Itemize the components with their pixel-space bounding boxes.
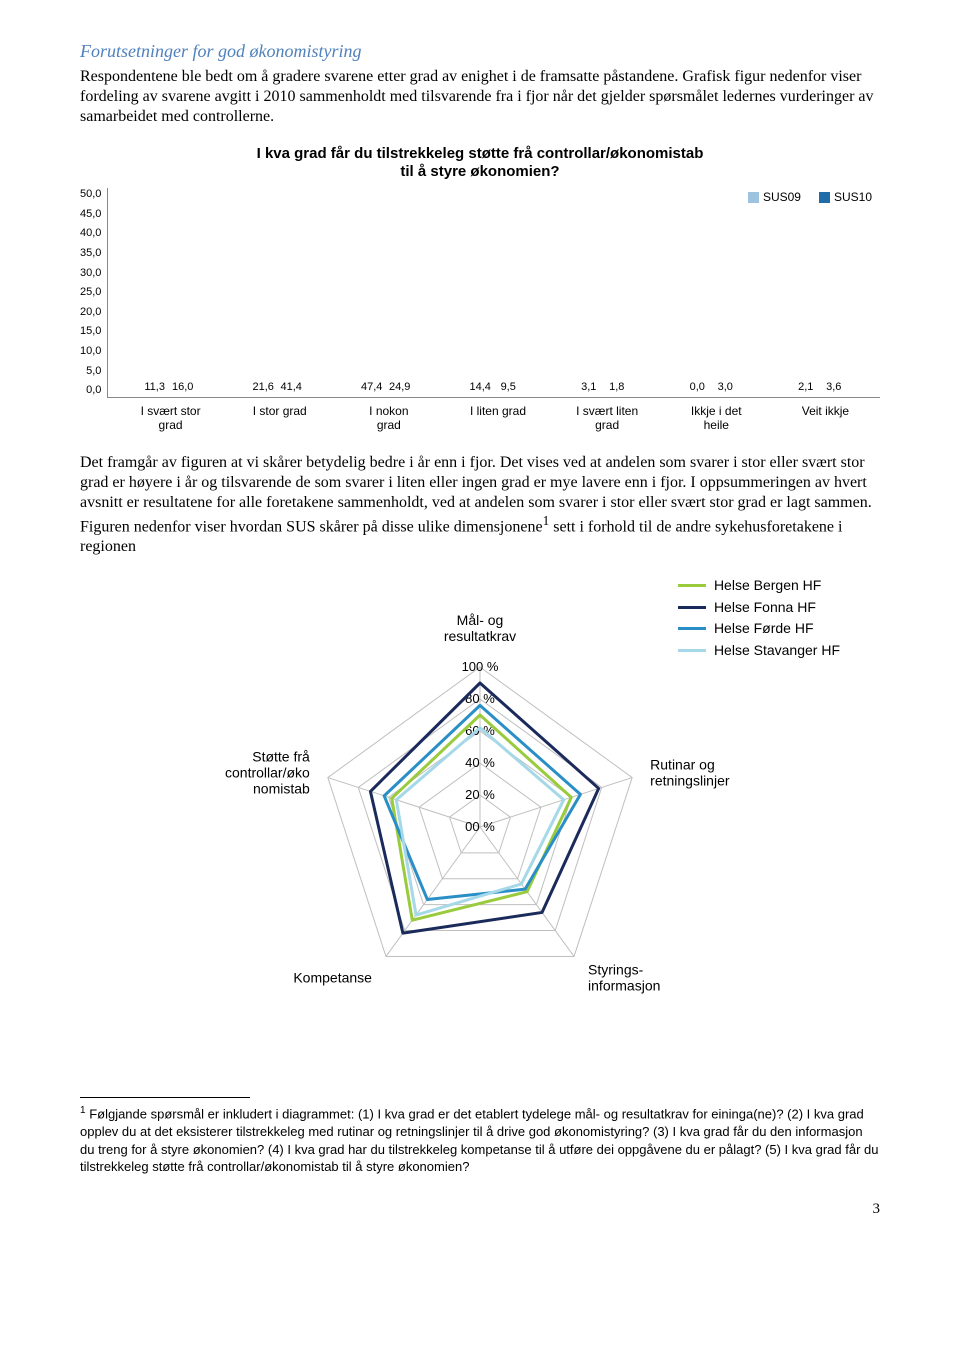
bar-chart: I kva grad får du tilstrekkeleg støtte f… bbox=[80, 145, 880, 433]
radar-legend-label: Helse Stavanger HF bbox=[714, 642, 840, 660]
y-tick: 40,0 bbox=[80, 227, 101, 241]
footnote: 1 Følgjande spørsmål er inkludert i diag… bbox=[80, 1104, 880, 1176]
y-tick: 50,0 bbox=[80, 188, 101, 202]
legend-label: SUS10 bbox=[834, 190, 872, 205]
footnote-number: 1 bbox=[80, 1105, 86, 1116]
bar-chart-title: I kva grad får du tilstrekkeleg støtte f… bbox=[80, 145, 880, 183]
bar-value-label: 9,5 bbox=[495, 381, 521, 395]
bar-legend: SUS09 SUS10 bbox=[748, 190, 872, 205]
radar-legend-label: Helse Fonna HF bbox=[714, 599, 816, 617]
radar-axis-label: Kompetanse bbox=[293, 970, 372, 986]
bar-value-label: 16,0 bbox=[170, 381, 196, 395]
radar-axis-label: Mål- ogresultatkrav bbox=[444, 612, 516, 644]
radar-axis-label: Rutinar ogretningslinjer bbox=[650, 757, 730, 789]
bar-value-label: 2,1 bbox=[793, 381, 819, 395]
y-tick: 15,0 bbox=[80, 325, 101, 339]
legend-item: SUS10 bbox=[819, 190, 872, 205]
radar-tick-label: 00 % bbox=[465, 819, 495, 834]
bar-chart-title-line2: til å styre økonomien? bbox=[400, 163, 559, 180]
radar-legend-swatch bbox=[678, 584, 706, 587]
footnote-text: Følgjande spørsmål er inkludert i diagra… bbox=[80, 1106, 878, 1174]
radar-legend-item: Helse Førde HF bbox=[678, 620, 840, 638]
bar-value-label: 41,4 bbox=[278, 381, 304, 395]
radar-tick-label: 100 % bbox=[462, 659, 499, 674]
y-tick: 45,0 bbox=[80, 208, 101, 222]
y-tick: 20,0 bbox=[80, 306, 101, 320]
y-tick: 30,0 bbox=[80, 267, 101, 281]
radar-legend-swatch bbox=[678, 606, 706, 609]
bar-value-label: 11,3 bbox=[142, 381, 168, 395]
bar-value-label: 3,1 bbox=[576, 381, 602, 395]
legend-item: SUS09 bbox=[748, 190, 801, 205]
radar-chart: Helse Bergen HF Helse Fonna HF Helse Førde… bbox=[120, 577, 840, 1037]
radar-legend: Helse Bergen HF Helse Fonna HF Helse Førde… bbox=[678, 577, 840, 663]
legend-swatch bbox=[819, 192, 830, 203]
y-tick: 35,0 bbox=[80, 247, 101, 261]
radar-legend-item: Helse Bergen HF bbox=[678, 577, 840, 595]
legend-label: SUS09 bbox=[763, 190, 801, 205]
bar-value-label: 47,4 bbox=[359, 381, 385, 395]
radar-tick-label: 40 % bbox=[465, 755, 495, 770]
radar-svg: 100 %80 %60 %40 %20 %00 %Mål- ogresultat… bbox=[220, 577, 740, 1037]
x-label: I svært storgrad bbox=[116, 398, 225, 433]
page-number: 3 bbox=[80, 1200, 880, 1219]
bar-value-label: 3,0 bbox=[712, 381, 738, 395]
x-label: Veit ikkje bbox=[771, 398, 880, 433]
bars-container: 11,316,0 21,641,4 47,424,9 14,49,5 3,11,8 0,0… bbox=[108, 188, 880, 397]
bar-value-label: 3,6 bbox=[821, 381, 847, 395]
bar-value-label: 21,6 bbox=[250, 381, 276, 395]
radar-legend-swatch bbox=[678, 649, 706, 652]
paragraph-2: Det framgår av figuren at vi skårer bety… bbox=[80, 453, 880, 557]
y-tick: 0,0 bbox=[80, 384, 101, 398]
bar-value-label: 24,9 bbox=[387, 381, 413, 395]
y-tick: 5,0 bbox=[80, 365, 101, 379]
radar-legend-label: Helse Førde HF bbox=[714, 620, 814, 638]
radar-tick-label: 20 % bbox=[465, 787, 495, 802]
x-label: Ikkje i detheile bbox=[662, 398, 771, 433]
radar-legend-item: Helse Stavanger HF bbox=[678, 642, 840, 660]
x-label: I liten grad bbox=[443, 398, 552, 433]
bar-value-label: 14,4 bbox=[467, 381, 493, 395]
bar-value-label: 1,8 bbox=[604, 381, 630, 395]
radar-axis-label: Støtte fråcontrollar/økonomistab bbox=[225, 749, 310, 797]
bar-value-label: 0,0 bbox=[684, 381, 710, 395]
x-label: I svært litengrad bbox=[553, 398, 662, 433]
plot-area: SUS09 SUS10 11,316,0 21,641,4 47,424,9 14,49… bbox=[107, 188, 880, 398]
y-tick: 10,0 bbox=[80, 345, 101, 359]
radar-legend-label: Helse Bergen HF bbox=[714, 577, 821, 595]
x-axis-labels: I svært storgradI stor gradI nokongradI … bbox=[116, 398, 880, 433]
x-label: I stor grad bbox=[225, 398, 334, 433]
legend-swatch bbox=[748, 192, 759, 203]
radar-legend-item: Helse Fonna HF bbox=[678, 599, 840, 617]
x-label: I nokongrad bbox=[334, 398, 443, 433]
radar-axis-label: Styrings-informasjon bbox=[588, 962, 660, 994]
y-tick: 25,0 bbox=[80, 286, 101, 300]
footnote-rule bbox=[80, 1097, 250, 1098]
paragraph-1: Respondentene ble bedt om å gradere svar… bbox=[80, 67, 880, 127]
section-heading: Forutsetninger for god økonomistyring bbox=[80, 40, 880, 63]
y-axis: 50,0 45,0 40,0 35,0 30,0 25,0 20,0 15,0 10,0 5,0 0… bbox=[80, 188, 107, 398]
radar-legend-swatch bbox=[678, 627, 706, 630]
bar-chart-title-line1: I kva grad får du tilstrekkeleg støtte f… bbox=[257, 145, 704, 162]
